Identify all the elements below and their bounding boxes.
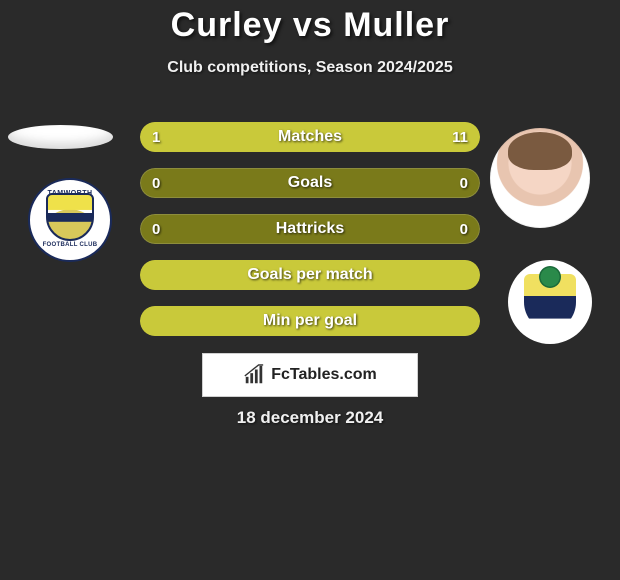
stat-value-right: 0 xyxy=(460,168,468,198)
stat-value-left: 0 xyxy=(152,214,160,244)
chart-icon xyxy=(243,364,265,386)
crest-left-bottom-text: FOOTBALL CLUB xyxy=(43,242,98,248)
stat-label: Min per goal xyxy=(140,306,480,336)
stat-row: Matches111 xyxy=(140,122,480,152)
club-crest-left: TAMWORTH FOOTBALL CLUB xyxy=(28,178,112,262)
page-title: Curley vs Muller xyxy=(0,0,620,45)
crest-left-shield xyxy=(46,193,94,241)
crest-right-shield xyxy=(524,274,576,330)
stat-label: Goals xyxy=(140,168,480,198)
player-right-avatar xyxy=(490,128,590,228)
player-left-avatar xyxy=(8,125,113,149)
brand-box: FcTables.com xyxy=(202,353,418,397)
stat-value-right: 0 xyxy=(460,214,468,244)
stat-label: Goals per match xyxy=(140,260,480,290)
stat-row: Min per goal xyxy=(140,306,480,336)
stat-row: Goals0 0 xyxy=(140,168,480,198)
club-crest-right xyxy=(508,260,592,344)
subtitle: Club competitions, Season 2024/2025 xyxy=(0,59,620,77)
stats-area: Matches111Goals00Hattricks00Goals per ma… xyxy=(140,122,480,352)
stat-row: Hattricks0 0 xyxy=(140,214,480,244)
stat-label: Hattricks xyxy=(140,214,480,244)
stat-row: Goals per match xyxy=(140,260,480,290)
date-line: 18 december 2024 xyxy=(0,408,620,428)
stat-value-left: 0 xyxy=(152,168,160,198)
stat-value-left: 1 xyxy=(152,122,160,152)
brand-text: FcTables.com xyxy=(271,366,377,384)
stat-label: Matches xyxy=(140,122,480,152)
stat-value-right: 11 xyxy=(452,122,468,152)
